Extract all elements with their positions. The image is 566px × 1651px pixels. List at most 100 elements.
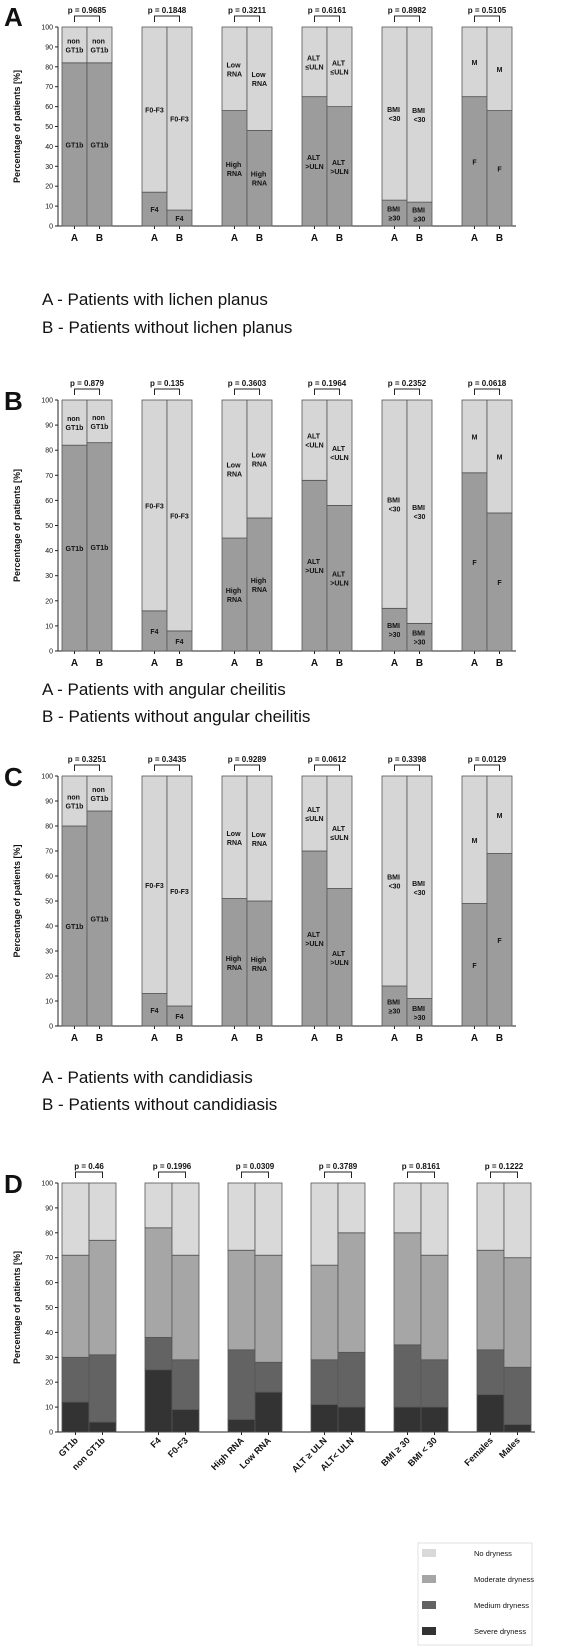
bar-segment	[61, 444, 88, 652]
p-value: p = 0.46	[74, 1162, 104, 1171]
segment-label: GT1b	[66, 546, 84, 553]
bar-segment	[246, 517, 273, 652]
y-tick-label: 80	[45, 448, 53, 455]
bar-segment	[61, 1182, 90, 1256]
p-value: p = 0.9289	[228, 755, 267, 764]
bar-segment	[254, 1391, 283, 1433]
bar-segment	[246, 26, 273, 131]
bar-segment	[86, 775, 113, 812]
bar-segment	[61, 775, 88, 827]
segment-label: F0-F3	[145, 503, 164, 510]
group-note: A - Patients with angular cheilitis	[42, 680, 286, 699]
bar-segment	[221, 775, 248, 899]
segment-label: F0-F3	[145, 108, 164, 115]
x-tick-label: A	[471, 233, 478, 244]
y-tick-label: 50	[45, 523, 53, 530]
segment-label: High RNA	[226, 588, 244, 604]
segment-label: M	[472, 60, 478, 67]
segment-label: ALT >ULN	[330, 160, 348, 176]
bar-segment	[381, 399, 408, 609]
segment-label: F4	[175, 639, 183, 646]
y-tick-label: 20	[45, 184, 53, 191]
p-value: p = 0.8982	[388, 6, 427, 15]
bar-segment	[86, 442, 113, 652]
bar-segment	[406, 399, 433, 624]
x-tick-label: B	[496, 233, 503, 244]
p-value: p = 0.3251	[68, 755, 107, 764]
y-tick-label: 80	[45, 64, 53, 71]
y-tick-label: 40	[45, 1330, 53, 1337]
y-tick-label: 40	[45, 924, 53, 931]
x-tick-label: B	[496, 658, 503, 669]
y-tick-label: 100	[41, 398, 53, 405]
segment-label: Low RNA	[252, 832, 268, 848]
significance-bracket	[74, 764, 100, 771]
bar-segment	[476, 1394, 505, 1433]
y-tick-label: 50	[45, 1305, 53, 1312]
significance-bracket	[314, 388, 340, 395]
y-tick-label: 10	[45, 999, 53, 1006]
x-tick-label: A	[471, 658, 478, 669]
bar-segment	[393, 1232, 422, 1346]
significance-bracket	[314, 764, 340, 771]
y-tick-label: 10	[45, 623, 53, 630]
x-tick-label: GT1b	[57, 1435, 81, 1459]
y-tick-label: 90	[45, 44, 53, 51]
p-value: p = 0.8161	[402, 1162, 441, 1171]
segment-label: non GT1b	[91, 787, 109, 803]
bar-segment	[310, 1359, 339, 1406]
segment-label: F	[472, 159, 477, 166]
segment-label: Low RNA	[252, 452, 268, 468]
bar-segment	[326, 505, 353, 652]
x-tick-label: B	[96, 233, 103, 244]
y-tick-label: 30	[45, 1355, 53, 1362]
bar-segment	[141, 26, 168, 193]
bar-segment	[420, 1406, 449, 1433]
segment-label: ALT ≤ULN	[305, 807, 323, 823]
segment-label: ALT <ULN	[305, 434, 323, 450]
y-tick-label: 100	[41, 774, 53, 781]
segment-label: Low RNA	[252, 72, 268, 88]
bar-segment	[420, 1254, 449, 1361]
significance-bracket	[234, 388, 260, 395]
y-tick-label: 60	[45, 1280, 53, 1287]
significance-bracket	[158, 1171, 186, 1178]
bar-segment	[326, 399, 353, 506]
segment-label: GT1b	[66, 142, 84, 149]
bar-segment	[254, 1254, 283, 1363]
y-tick-label: 60	[45, 498, 53, 505]
y-tick-label: 80	[45, 1230, 53, 1237]
y-tick-label: 40	[45, 144, 53, 151]
y-tick-label: 90	[45, 423, 53, 430]
bar-segment	[406, 998, 433, 1027]
p-value: p = 0.3435	[148, 755, 187, 764]
p-value: p = 0.0618	[468, 379, 507, 388]
segment-label: F0-F3	[145, 883, 164, 890]
segment-label: F	[472, 963, 477, 970]
segment-label: High RNA	[226, 162, 244, 178]
significance-bracket	[74, 15, 100, 22]
x-tick-label: A	[231, 233, 238, 244]
segment-label: F0-F3	[170, 889, 189, 896]
segment-label: BMI <30	[387, 875, 402, 891]
legend-label: Moderate dryness	[474, 1575, 534, 1584]
y-tick-label: 20	[45, 1380, 53, 1387]
segment-label: non GT1b	[66, 38, 84, 54]
x-tick-label: F0-F3	[166, 1435, 190, 1459]
bar-segment	[166, 399, 193, 632]
significance-bracket	[474, 764, 500, 771]
segment-label: High RNA	[251, 957, 269, 973]
x-tick-label: A	[391, 1033, 398, 1044]
x-tick-label: A	[311, 658, 318, 669]
p-value: p = 0.6161	[308, 6, 347, 15]
bar-segment	[144, 1336, 173, 1371]
bar-segment	[503, 1182, 532, 1259]
bar-segment	[61, 1401, 90, 1433]
group-note: A - Patients with candidiasis	[42, 1068, 253, 1087]
segment-label: Low RNA	[227, 463, 243, 479]
x-tick-label: A	[311, 1033, 318, 1044]
p-value: p = 0.3789	[319, 1162, 358, 1171]
segment-label: non GT1b	[91, 38, 109, 54]
y-tick-label: 50	[45, 124, 53, 131]
x-tick-label: B	[416, 233, 423, 244]
